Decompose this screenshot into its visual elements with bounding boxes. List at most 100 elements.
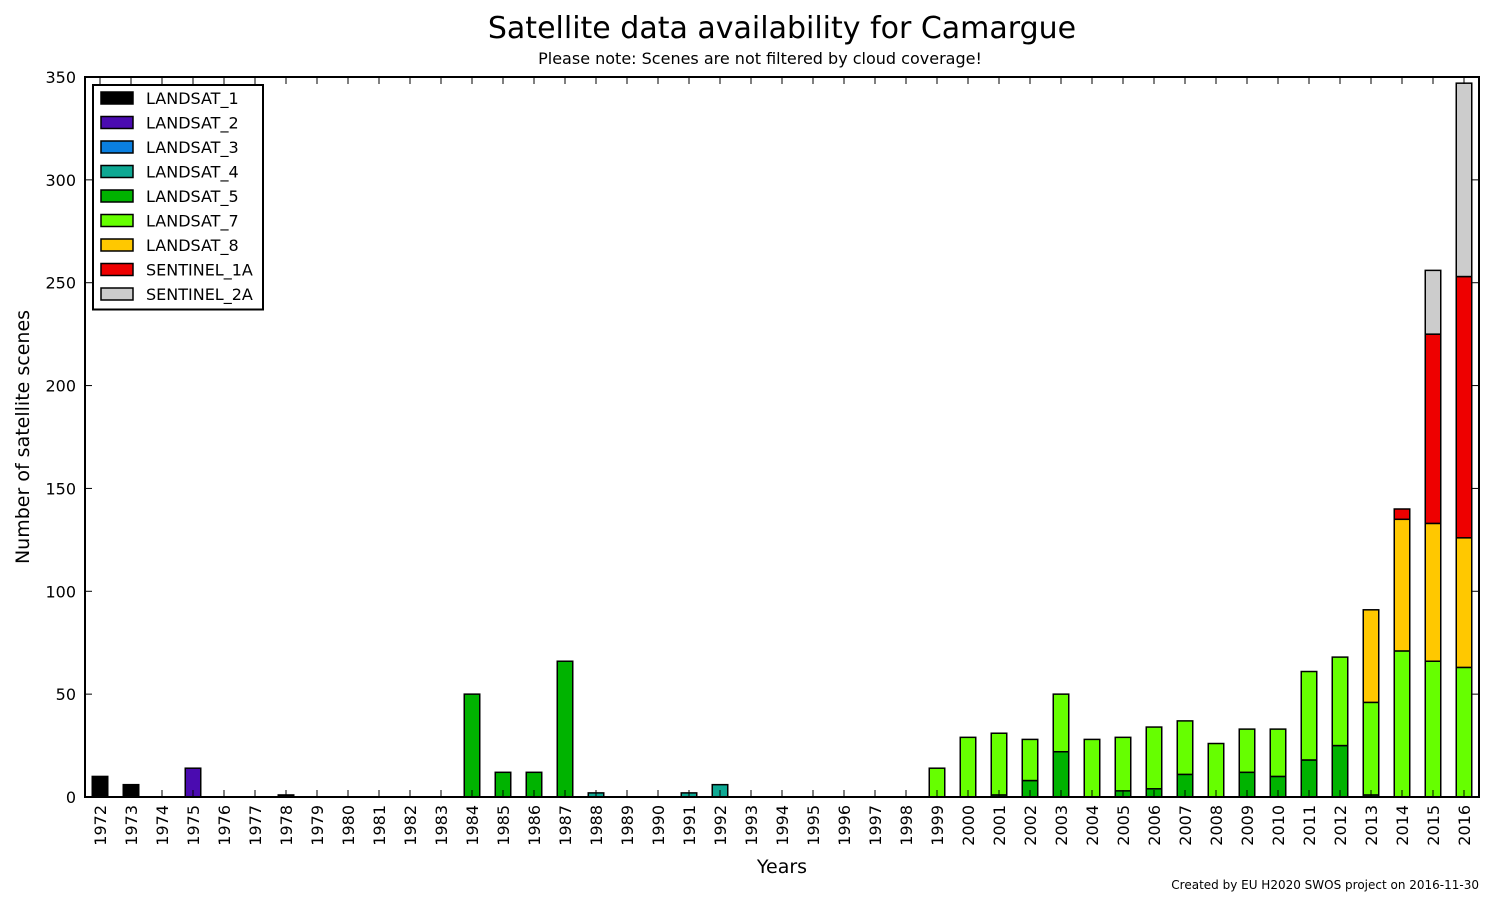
x-tick-label: 1993: [742, 805, 761, 846]
x-tick-label: 1984: [463, 805, 482, 846]
y-tick-label: 100: [45, 582, 76, 601]
x-tick-label: 2014: [1393, 805, 1412, 846]
bar-landsat-7-2001: [990, 732, 1008, 796]
legend-label-landsat-3: LANDSAT_3: [146, 138, 239, 158]
x-tick-label: 1991: [680, 805, 699, 846]
chart-subtitle: Please note: Scenes are not filtered by …: [538, 49, 982, 68]
x-tick-label: 2003: [1052, 805, 1071, 846]
x-tick-label: 1978: [277, 805, 296, 846]
x-tick-label: 1973: [122, 805, 141, 846]
bar-sentinel-1a-2015: [1424, 333, 1442, 525]
x-tick-label: 2001: [990, 805, 1009, 846]
x-tick-label: 1981: [370, 805, 389, 846]
bar-landsat-8-2014: [1393, 518, 1411, 652]
bar-landsat-7-2015: [1424, 660, 1442, 798]
legend-label-landsat-8: LANDSAT_8: [146, 236, 239, 256]
bar-landsat-7-2002: [1021, 738, 1039, 782]
x-tick-label: 2008: [1207, 805, 1226, 846]
bar-landsat-5-2012: [1331, 744, 1349, 798]
legend-label-landsat-2: LANDSAT_2: [146, 114, 239, 134]
bar-landsat-7-2004: [1083, 738, 1101, 798]
legend-label-sentinel-2a: SENTINEL_2A: [146, 285, 253, 305]
y-axis-label: Number of satellite scenes: [12, 310, 34, 564]
bar-landsat-7-2000: [959, 736, 977, 798]
x-tick-label: 2004: [1083, 805, 1102, 846]
bar-landsat-5-1984: [463, 693, 481, 798]
bar-landsat-8-2013: [1362, 609, 1380, 704]
chart-title: Satellite data availability for Camargue: [488, 11, 1076, 46]
bar-landsat-5-1987: [556, 660, 574, 798]
legend-swatch-landsat-5: [100, 189, 134, 203]
x-tick-label: 2016: [1455, 805, 1474, 846]
x-axis-ticks: 1972 1973 1974 1975 1976 1977 1978 1979 1980 1981…: [91, 77, 1474, 846]
x-tick-label: 2015: [1424, 805, 1443, 846]
x-tick-label: 1995: [804, 805, 823, 846]
bar-landsat-7-2006: [1145, 726, 1163, 790]
legend-swatch-landsat-2: [100, 115, 134, 130]
bar-landsat-8-2016: [1455, 537, 1473, 669]
x-tick-label: 1986: [525, 805, 544, 846]
bar-sentinel-1a-2016: [1455, 275, 1473, 539]
x-axis-label: Years: [756, 856, 807, 878]
y-tick-label: 200: [45, 377, 76, 396]
x-tick-label: 1974: [153, 805, 172, 846]
x-tick-label: 1979: [308, 805, 327, 846]
x-tick-label: 2006: [1145, 805, 1164, 846]
x-tick-label: 1977: [246, 805, 265, 846]
bar-landsat-7-2011: [1300, 670, 1318, 761]
bar-landsat-7-2009: [1238, 728, 1256, 774]
bar-landsat-7-2010: [1269, 728, 1287, 778]
x-tick-label: 2009: [1238, 805, 1257, 846]
legend-swatch-landsat-7: [100, 213, 134, 228]
legend-label-landsat-1: LANDSAT_1: [146, 89, 239, 109]
bar-landsat-8-2015: [1424, 522, 1442, 662]
x-tick-label: 1998: [897, 805, 916, 846]
y-tick-label: 150: [45, 479, 76, 498]
bar-landsat-7-2005: [1114, 736, 1132, 792]
y-tick-label: 0: [66, 788, 76, 807]
x-tick-label: 1988: [587, 805, 606, 846]
x-tick-label: 1990: [649, 805, 668, 846]
x-tick-label: 2010: [1269, 805, 1288, 846]
bars-group: [91, 82, 1473, 798]
x-tick-label: 1996: [835, 805, 854, 846]
x-tick-label: 1987: [556, 805, 575, 846]
x-tick-label: 1972: [91, 805, 110, 846]
bar-sentinel-1a-2014: [1393, 508, 1411, 521]
bar-sentinel-2a-2016: [1455, 82, 1473, 278]
bar-landsat-7-2016: [1455, 666, 1473, 798]
legend-label-landsat-7: LANDSAT_7: [146, 212, 239, 232]
y-tick-label: 350: [45, 68, 76, 87]
bar-landsat-7-2003: [1052, 693, 1070, 753]
x-tick-label: 2002: [1021, 805, 1040, 846]
x-tick-label: 2011: [1300, 805, 1319, 846]
legend-label-landsat-5: LANDSAT_5: [146, 187, 239, 207]
legend-swatch-landsat-3: [100, 140, 134, 154]
legend-label-sentinel-1a: SENTINEL_1A: [146, 261, 253, 281]
y-tick-label: 300: [45, 171, 76, 190]
legend-label-landsat-4: LANDSAT_4: [146, 163, 239, 183]
plot-frame: [84, 76, 1480, 798]
x-tick-label: 2012: [1331, 805, 1350, 846]
x-tick-label: 1980: [339, 805, 358, 846]
x-tick-label: 1975: [184, 805, 203, 846]
x-tick-label: 1976: [215, 805, 234, 846]
y-tick-label: 50: [56, 685, 76, 704]
x-tick-label: 1997: [866, 805, 885, 846]
bar-landsat-7-2014: [1393, 650, 1411, 798]
x-tick-label: 1982: [401, 805, 420, 846]
legend: LANDSAT_1 LANDSAT_2 LANDSAT_3 LANDSAT_4 LAND…: [92, 84, 264, 311]
x-tick-label: 2013: [1362, 805, 1381, 846]
legend-swatch-sentinel-2a: [100, 287, 134, 301]
legend-swatch-sentinel-1a: [100, 262, 134, 277]
y-tick-label: 250: [45, 274, 76, 293]
footer-credit: Created by EU H2020 SWOS project on 2016…: [1171, 878, 1479, 892]
bar-landsat-7-2012: [1331, 656, 1349, 747]
x-tick-label: 2005: [1114, 805, 1133, 846]
bar-landsat-7-2007: [1176, 720, 1194, 776]
x-tick-label: 1989: [618, 805, 637, 846]
bar-sentinel-2a-2015: [1424, 269, 1442, 335]
x-tick-label: 1983: [432, 805, 451, 846]
legend-swatch-landsat-4: [100, 164, 134, 179]
bar-landsat-7-2013: [1362, 701, 1380, 796]
